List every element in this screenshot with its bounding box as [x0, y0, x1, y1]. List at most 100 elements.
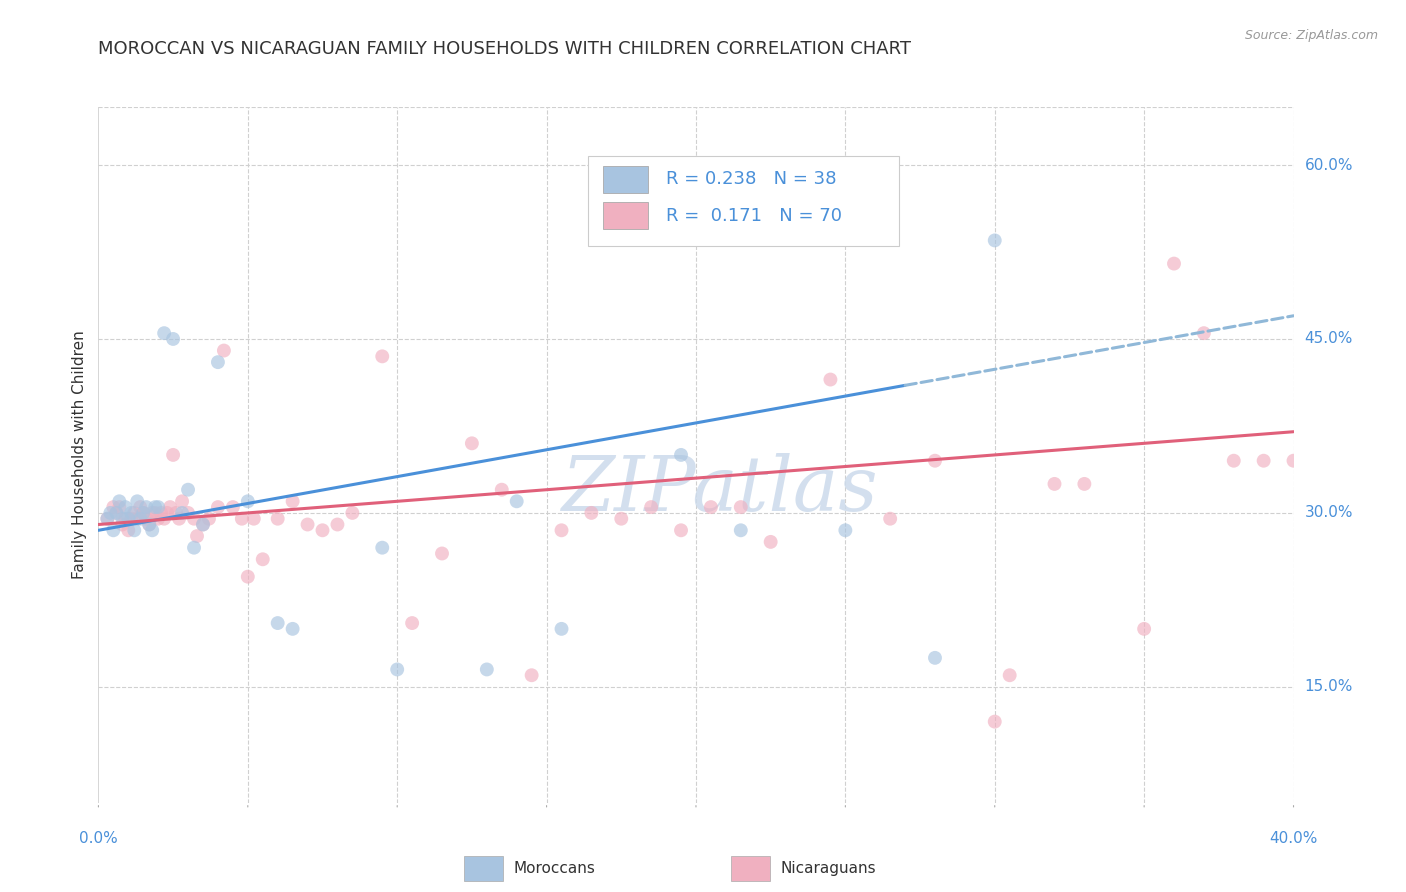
- FancyBboxPatch shape: [603, 202, 648, 228]
- Point: [103, 500, 125, 514]
- Text: 40.0%: 40.0%: [1270, 830, 1317, 846]
- Text: ZIPatlas: ZIPatlas: [561, 453, 879, 526]
- Point: [297, 517, 319, 532]
- Point: [141, 506, 163, 520]
- Point: [153, 326, 176, 340]
- Point: [150, 506, 173, 520]
- Point: [162, 332, 184, 346]
- Point: [1133, 622, 1156, 636]
- Text: 0.0%: 0.0%: [79, 830, 118, 846]
- Point: [1073, 476, 1095, 491]
- Point: [385, 662, 409, 676]
- Point: [156, 506, 179, 520]
- Text: R =  0.171   N = 70: R = 0.171 N = 70: [666, 207, 842, 225]
- Point: [143, 500, 166, 514]
- Point: [167, 511, 190, 525]
- Point: [105, 506, 128, 520]
- Point: [124, 523, 146, 537]
- Point: [430, 546, 453, 561]
- Point: [148, 511, 170, 525]
- Point: [243, 511, 266, 525]
- Point: [1282, 453, 1305, 467]
- Point: [183, 511, 205, 525]
- Point: [236, 494, 259, 508]
- Point: [114, 500, 136, 514]
- Point: [1163, 256, 1185, 270]
- Point: [138, 517, 160, 532]
- Point: [159, 500, 181, 514]
- Point: [231, 511, 253, 525]
- Point: [998, 668, 1021, 682]
- Point: [108, 494, 131, 508]
- Point: [117, 511, 139, 525]
- Point: [129, 511, 152, 525]
- Point: [222, 500, 245, 514]
- FancyBboxPatch shape: [588, 156, 900, 246]
- Point: [550, 523, 572, 537]
- Point: [506, 494, 529, 508]
- Point: [138, 517, 160, 532]
- Point: [103, 523, 125, 537]
- Point: [267, 615, 290, 630]
- Point: [669, 448, 692, 462]
- Point: [924, 453, 946, 467]
- Point: [141, 523, 163, 537]
- Point: [326, 517, 349, 532]
- Point: [153, 511, 176, 525]
- Point: [759, 534, 782, 549]
- Text: R = 0.238   N = 38: R = 0.238 N = 38: [666, 170, 837, 188]
- Point: [267, 511, 290, 525]
- Point: [1253, 453, 1275, 467]
- Point: [111, 511, 134, 525]
- Point: [1192, 326, 1215, 340]
- Point: [98, 506, 122, 520]
- Point: [124, 506, 146, 520]
- Point: [129, 500, 152, 514]
- Point: [342, 506, 364, 520]
- Point: [401, 615, 423, 630]
- Point: [172, 494, 194, 508]
- FancyBboxPatch shape: [603, 166, 648, 193]
- Point: [111, 517, 134, 532]
- Point: [117, 523, 139, 537]
- Point: [924, 651, 946, 665]
- Point: [700, 500, 723, 514]
- Point: [135, 511, 157, 525]
- Point: [550, 622, 572, 636]
- Point: [177, 506, 200, 520]
- Point: [148, 500, 170, 514]
- Point: [834, 523, 856, 537]
- Point: [127, 511, 149, 525]
- Point: [114, 511, 136, 525]
- Y-axis label: Family Households with Children: Family Households with Children: [72, 331, 87, 579]
- Point: [820, 373, 842, 387]
- Point: [281, 622, 304, 636]
- Point: [183, 541, 205, 555]
- Point: [120, 511, 142, 525]
- Point: [983, 233, 1005, 247]
- Point: [96, 511, 118, 525]
- Text: Source: ZipAtlas.com: Source: ZipAtlas.com: [1244, 29, 1378, 42]
- Text: 15.0%: 15.0%: [1305, 680, 1353, 694]
- Point: [191, 517, 214, 532]
- Text: 30.0%: 30.0%: [1305, 506, 1353, 520]
- Point: [186, 529, 208, 543]
- Point: [162, 448, 184, 462]
- Text: Moroccans: Moroccans: [513, 862, 595, 876]
- Point: [640, 500, 662, 514]
- Point: [198, 511, 221, 525]
- Point: [730, 523, 752, 537]
- Point: [371, 541, 394, 555]
- Point: [730, 500, 752, 514]
- Point: [475, 662, 498, 676]
- Point: [105, 506, 128, 520]
- Point: [165, 506, 187, 520]
- Point: [207, 355, 229, 369]
- Point: [669, 523, 692, 537]
- Point: [610, 511, 633, 525]
- Point: [212, 343, 235, 358]
- Point: [520, 668, 543, 682]
- Text: 45.0%: 45.0%: [1305, 332, 1353, 346]
- Point: [177, 483, 200, 497]
- Point: [1043, 476, 1066, 491]
